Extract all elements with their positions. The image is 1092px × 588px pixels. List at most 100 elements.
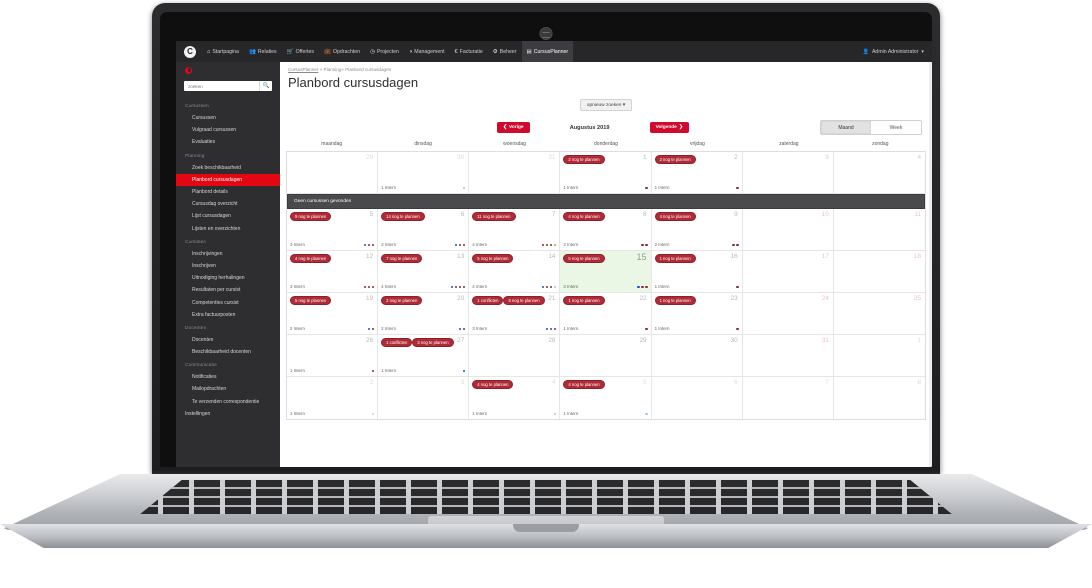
calendar-day-cell[interactable]: 8 (834, 377, 925, 419)
status-badge[interactable]: 1 nog te plannen (654, 253, 696, 264)
status-badge[interactable]: 4 nog te plannen (563, 211, 605, 222)
sidebar-item-extra-factuurposten[interactable]: Extra factuurposten (192, 311, 236, 318)
status-badge[interactable]: 14 nog te plannen (381, 211, 425, 222)
calendar-day-cell[interactable]: 5 9 nog te plannen 3 Intern (287, 208, 379, 251)
calendar-day-cell[interactable]: 25 (833, 293, 925, 335)
status-badge[interactable]: 11 nog te plannen (472, 211, 516, 222)
user-menu[interactable]: 👤 Admin Administrator ▾ (863, 49, 933, 55)
calendar-day-cell[interactable]: 4 (833, 152, 925, 194)
nav-item-offertes[interactable]: 🛒 Offertes (282, 41, 319, 62)
status-badge[interactable]: 2 nog te plannen (381, 295, 423, 306)
search-input[interactable] (184, 83, 259, 89)
status-badge[interactable]: 5 nog te plannen (290, 295, 332, 306)
calendar-day-cell[interactable]: 18 (833, 251, 925, 293)
calendar-day-cell[interactable]: 28 (469, 334, 561, 377)
status-badge[interactable]: 4 nog te plannen (654, 211, 696, 222)
calendar-day-cell[interactable]: 23 1 nog te plannen 1 Intern (651, 292, 743, 335)
status-badge[interactable]: 4 nog te plannen (472, 379, 514, 390)
calendar-day-cell[interactable]: 20 2 nog te plannen 2 Intern (378, 292, 470, 335)
nav-item-projecten[interactable]: ◷ Projecten (365, 41, 404, 62)
calendar-day-cell[interactable]: 4 4 nog te plannen 1 Intern (469, 376, 561, 419)
sidebar-item-uitnodiging-herhalingen[interactable]: Uitnodiging herhalingen (192, 275, 245, 282)
sidebar-item-competenties-cursist[interactable]: Competenties cursist (192, 299, 239, 306)
prev-period-button[interactable]: ❮ Vorige (497, 122, 530, 134)
status-badge[interactable]: 4 nog te plannen (290, 253, 332, 264)
breadcrumb-root[interactable]: CursusPlanner (288, 67, 319, 72)
scrollbar[interactable] (929, 62, 932, 467)
calendar-day-cell[interactable]: 10 (742, 208, 834, 251)
sidebar-item-inschrijvingen[interactable]: Inschrijvingen (192, 250, 223, 257)
status-badge[interactable]: 1 conflicten (472, 295, 504, 306)
nav-item-opdrachten[interactable]: 💼 Opdrachten (319, 41, 365, 62)
calendar-day-cell[interactable]: 7 11 nog te plannen 4 Intern (469, 208, 561, 251)
nav-item-relaties[interactable]: 👥 Relaties (244, 41, 282, 62)
brand-logo-icon[interactable]: C (184, 45, 196, 58)
status-badge[interactable]: 4 nog te plannen (563, 379, 605, 390)
breadcrumb-mid[interactable]: Planning (323, 67, 342, 72)
status-badge[interactable]: 2 nog te plannen (563, 154, 605, 165)
next-period-button[interactable]: Volgende ❯ (649, 122, 689, 134)
calendar-day-cell[interactable]: 1 (833, 335, 925, 377)
calendar-day-cell[interactable]: 6 (652, 376, 743, 419)
calendar-day-cell[interactable]: 30 1 Intern (378, 151, 470, 194)
view-week-button[interactable]: Week (871, 121, 921, 134)
status-badge[interactable]: 5 nog te plannen (472, 253, 514, 264)
calendar-day-cell[interactable]: 17 (742, 250, 834, 293)
status-badge[interactable]: 7 nog te plannen (381, 253, 423, 264)
sidebar-item-vulgraad-cursussen[interactable]: Vulgraad cursussen (192, 127, 237, 134)
calendar-day-cell[interactable]: 15 5 nog te plannen 3 Intern (560, 250, 652, 293)
calendar-day-cell[interactable]: 8 4 nog te plannen 2 Intern (560, 208, 652, 251)
status-badge[interactable]: 9 nog te plannen (290, 211, 332, 222)
calendar-day-cell[interactable]: 6 14 nog te plannen 3 Intern (378, 208, 470, 251)
nav-item-beheer[interactable]: ⚙ Beheer (488, 41, 522, 62)
status-badge[interactable]: 1 conflicten (381, 337, 413, 348)
calendar-day-cell[interactable]: 14 5 nog te plannen 4 Intern (469, 250, 561, 293)
calendar-day-cell[interactable]: 3 (378, 376, 470, 419)
calendar-day-cell[interactable]: 1 2 nog te plannen 1 Intern (560, 151, 652, 194)
status-badge[interactable]: 5 nog te plannen (563, 253, 605, 264)
sidebar-item-te-verzenden-correspondentie[interactable]: Te verzenden correspondentie (192, 398, 260, 405)
status-badge[interactable]: 6 nog te plannen (503, 295, 545, 306)
calendar-day-cell[interactable]: 5 4 nog te plannen 1 Intern (560, 376, 652, 419)
nav-item-cursusplanner[interactable]: ▤ CursusPlanner (521, 41, 574, 62)
search-again-button[interactable]: opnieuw zoeken ▾ (579, 99, 633, 112)
calendar-day-cell[interactable]: 7 (743, 376, 834, 419)
calendar-day-cell[interactable]: 31 (742, 334, 834, 377)
calendar-day-cell[interactable]: 29 (560, 334, 652, 377)
calendar-day-cell[interactable]: 26 1 Intern (287, 334, 379, 377)
sidebar-item-cursussen[interactable]: Cursussen (192, 115, 216, 122)
sidebar-item-cursusdag-overzicht[interactable]: Cursusdag overzicht (192, 201, 238, 208)
sidebar-item-instellingen[interactable]: Instellingen (185, 410, 211, 417)
sidebar-item-notificaties[interactable]: Notificaties (192, 374, 217, 381)
calendar-day-cell[interactable]: 30 (651, 334, 743, 377)
calendar-day-cell[interactable]: 2 1 Intern (287, 376, 379, 419)
nav-item-facturatie[interactable]: € Facturatie (450, 41, 488, 62)
sidebar-item-zoek-beschikbaarheid[interactable]: Zoek beschikbaarheid (192, 164, 241, 171)
sidebar-item-resultaten-per-cursist[interactable]: Resultaten per cursist (192, 287, 241, 294)
calendar-day-cell[interactable]: 24 (742, 292, 834, 335)
calendar-day-cell[interactable]: 9 4 nog te plannen 2 Intern (651, 208, 743, 251)
sidebar-search[interactable]: 🔍 (184, 81, 272, 91)
calendar-day-cell[interactable]: 21 1 conflicten 6 nog te plannen 3 Intern (469, 292, 561, 335)
calendar-day-cell[interactable]: 12 4 nog te plannen 3 Intern (287, 250, 379, 293)
nav-item-startpagina[interactable]: ⌂ Startpagina (202, 41, 244, 62)
calendar-day-cell[interactable]: 27 1 conflicten 3 nog te plannen 1 Intern (378, 334, 470, 377)
calendar-day-cell[interactable]: 16 1 nog te plannen 1 Intern (651, 250, 743, 293)
sidebar-item-lijst-cursusdagen[interactable]: Lijst cursusdagen (192, 213, 231, 220)
view-month-button[interactable]: Maand (821, 121, 871, 134)
calendar-day-cell[interactable]: 29 (287, 151, 379, 194)
status-badge[interactable]: 1 nog te plannen (654, 295, 696, 306)
status-badge[interactable]: 1 nog te plannen (563, 295, 605, 306)
calendar-day-cell[interactable]: 22 1 nog te plannen 1 Intern (560, 292, 652, 335)
sidebar-item-planbord-details[interactable]: Planbord details (192, 189, 228, 196)
calendar-day-cell[interactable]: 2 2 nog te plannen 1 Intern (651, 151, 743, 194)
sidebar-item-beschikbaarheid-docenten[interactable]: Beschikbaarheid docenten (192, 349, 251, 356)
sidebar-item-docenten[interactable]: Docenten (192, 336, 214, 343)
status-badge[interactable]: 3 nog te plannen (412, 337, 454, 348)
nav-item-management[interactable]: ◑ Management (404, 41, 450, 62)
sidebar-item-inschrijven[interactable]: Inschrijven (192, 262, 216, 269)
sidebar-item-evaluaties[interactable]: Evaluaties (192, 139, 216, 146)
search-icon[interactable]: 🔍 (259, 81, 272, 91)
sidebar-item-lijsten-en-overzichten[interactable]: Lijsten en overzichten (192, 225, 241, 232)
calendar-day-cell[interactable]: 3 (742, 151, 834, 194)
